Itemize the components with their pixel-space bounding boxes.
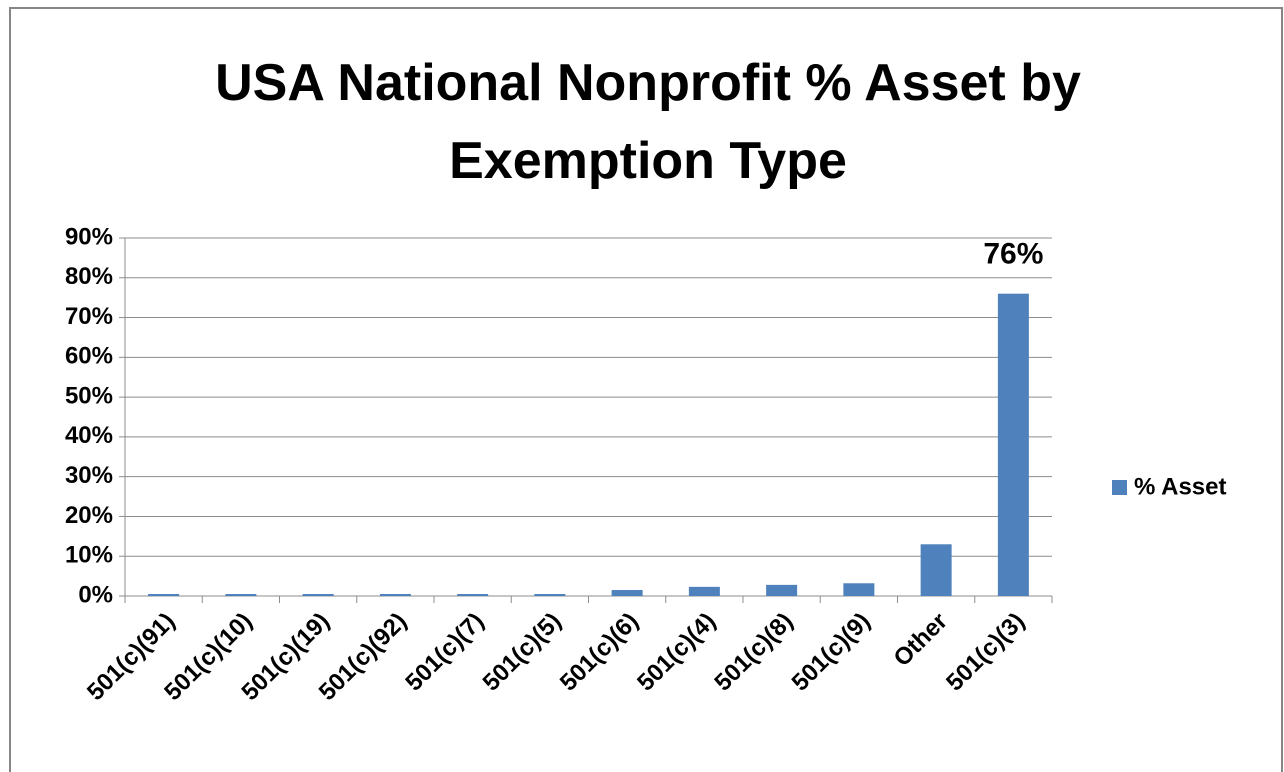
legend-label: % Asset — [1134, 473, 1226, 500]
legend-swatch — [1112, 480, 1127, 495]
y-tick-label: 0% — [78, 581, 113, 608]
bar — [379, 594, 411, 596]
chart-border — [9, 7, 1283, 772]
x-tick-label: 501(c)(8) — [709, 608, 798, 697]
y-tick-label: 10% — [65, 542, 113, 569]
bar — [534, 594, 566, 596]
y-tick-label: 30% — [65, 462, 113, 489]
data-label: 76% — [983, 238, 1043, 271]
bar — [225, 594, 257, 596]
bar — [611, 590, 643, 596]
y-tick-label: 90% — [65, 223, 113, 250]
x-tick-label: 501(c)(7) — [400, 608, 489, 697]
bar — [843, 583, 875, 596]
y-tick-label: 60% — [65, 343, 113, 370]
chart-title: USA National Nonprofit % Asset by Exempt… — [215, 54, 1081, 190]
y-tick-label: 50% — [65, 382, 113, 409]
x-tick-label: 501(c)(4) — [632, 608, 721, 697]
bar — [148, 594, 180, 596]
x-tick-label: 501(c)(6) — [555, 608, 644, 697]
y-tick-label: 40% — [65, 422, 113, 449]
bar — [766, 584, 798, 596]
bar — [997, 293, 1029, 596]
y-tick-label: 20% — [65, 502, 113, 529]
y-tick-label: 80% — [65, 263, 113, 290]
y-tick-label: 70% — [65, 303, 113, 330]
bar — [302, 594, 334, 596]
x-tick-label: 501(c)(9) — [787, 608, 876, 697]
x-tick-label: Other — [888, 608, 952, 672]
x-tick-label: 501(c)(5) — [478, 608, 567, 697]
bar — [457, 594, 489, 596]
bar — [920, 544, 952, 596]
bar — [688, 586, 720, 596]
x-tick-label: 501(c)(3) — [941, 608, 1030, 697]
